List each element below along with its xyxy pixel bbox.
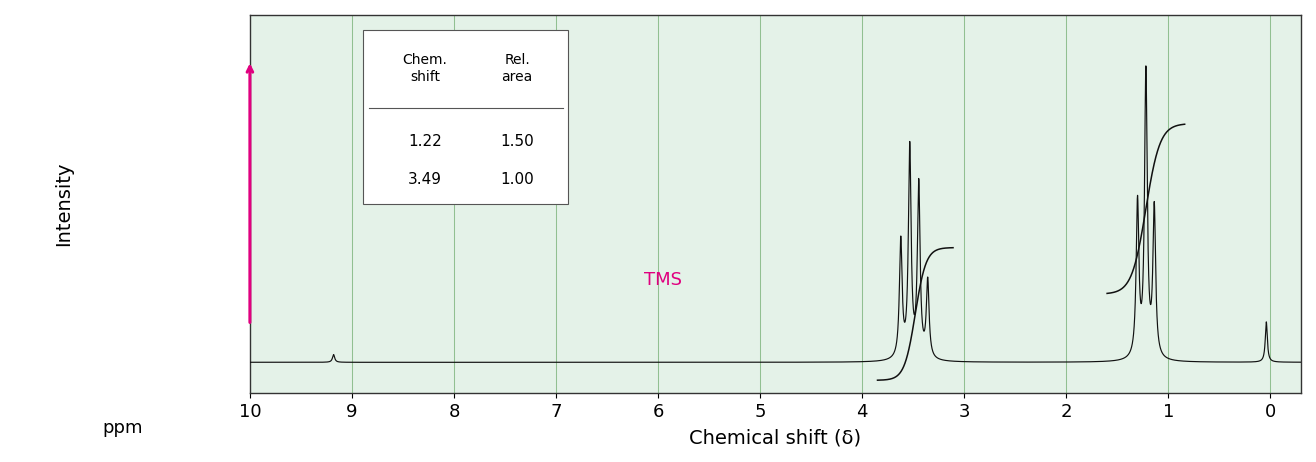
Text: ppm: ppm [103,419,143,437]
Text: Rel.
area: Rel. area [501,53,533,84]
Text: 3.49: 3.49 [408,172,442,187]
Text: Chem.
shift: Chem. shift [403,53,447,84]
Text: TMS: TMS [644,271,682,289]
Text: 1.00: 1.00 [500,172,534,187]
Text: 1.22: 1.22 [408,134,442,149]
X-axis label: Chemical shift (δ): Chemical shift (δ) [690,428,862,447]
Text: Intensity: Intensity [54,161,72,245]
Text: 1.50: 1.50 [500,134,534,149]
FancyBboxPatch shape [363,30,569,204]
